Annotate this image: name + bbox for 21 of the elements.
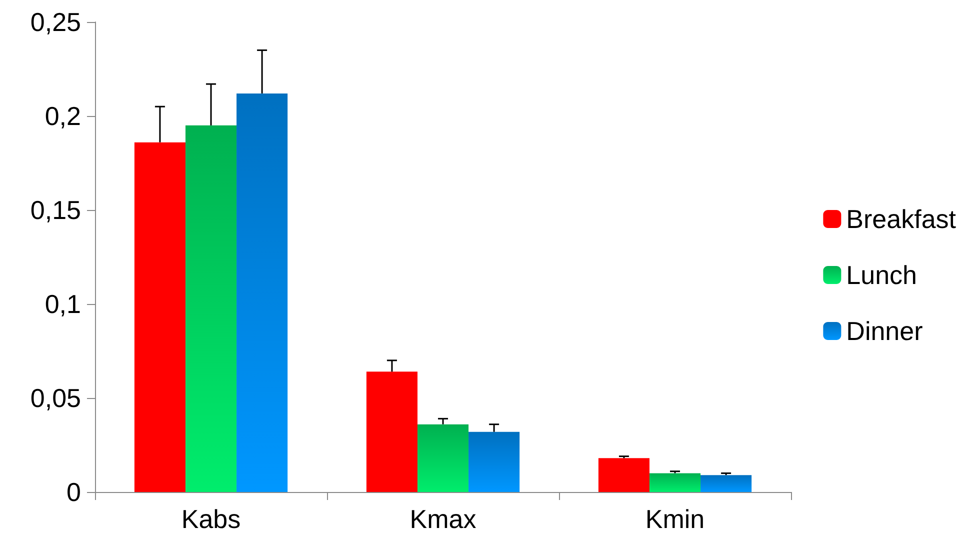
bar — [700, 475, 752, 492]
bar — [236, 93, 288, 492]
bar — [649, 473, 701, 492]
legend-label: Dinner — [846, 316, 924, 346]
y-tick-label: 0,15 — [30, 195, 81, 225]
bar — [134, 142, 186, 492]
y-tick-label: 0,1 — [44, 289, 81, 319]
y-tick-label: 0,05 — [30, 383, 81, 413]
y-tick-label: 0 — [66, 477, 81, 507]
bar — [598, 458, 650, 492]
bar — [185, 125, 237, 492]
x-tick-label: Kmax — [410, 504, 476, 534]
bar — [366, 372, 418, 492]
bar — [468, 432, 520, 492]
y-tick-label: 0,2 — [44, 101, 81, 131]
x-tick-label: Kmin — [645, 504, 705, 534]
x-tick-label: Kabs — [181, 504, 241, 534]
bar — [417, 424, 469, 492]
legend-label: Lunch — [846, 260, 918, 290]
y-tick-label: 0,25 — [30, 7, 81, 37]
legend-label: Breakfast — [846, 204, 957, 234]
